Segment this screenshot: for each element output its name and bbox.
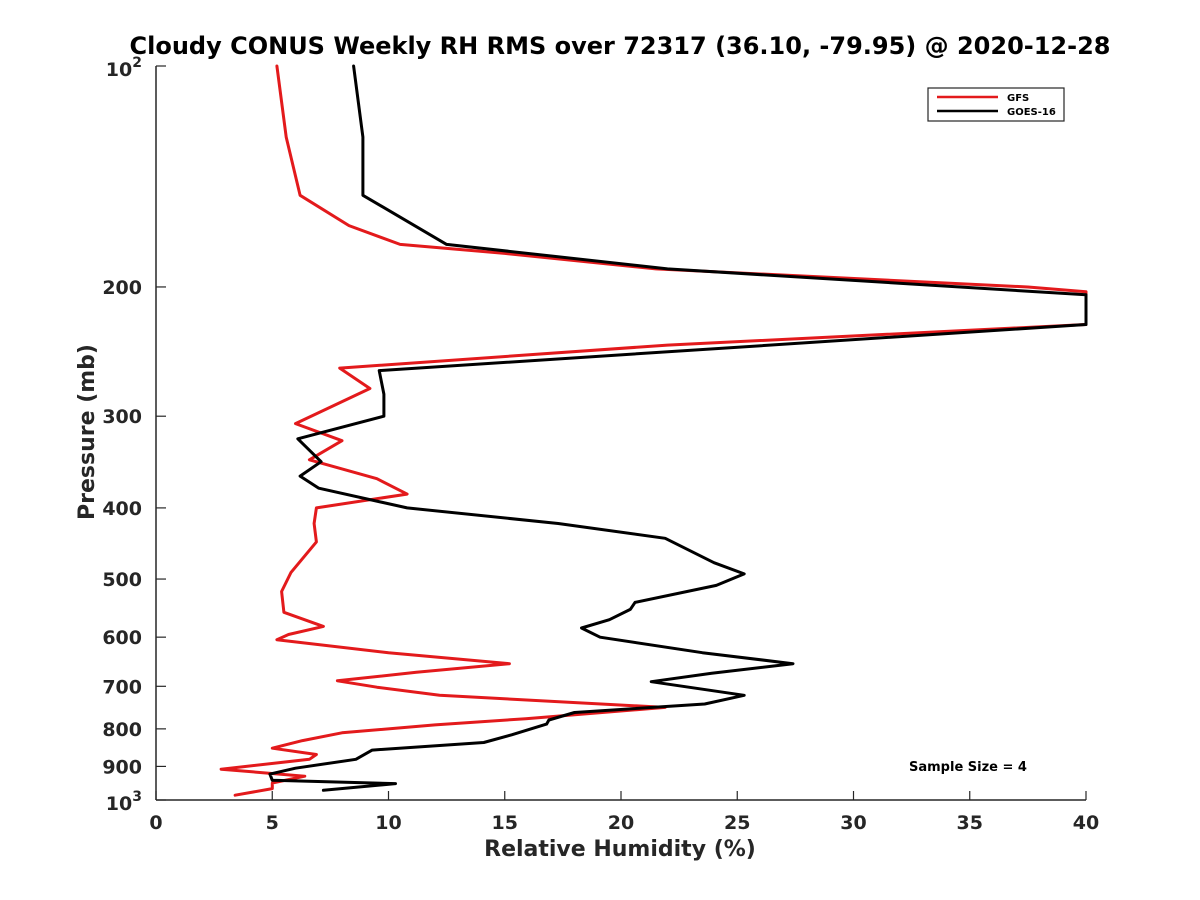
y-tick-label: 300 xyxy=(102,406,142,428)
x-tick-label: 30 xyxy=(840,812,866,834)
y-tick-label: 900 xyxy=(102,756,142,778)
x-tick-label: 15 xyxy=(492,812,518,834)
legend: GFS GOES-16 xyxy=(927,87,1065,122)
y-tick-label: 600 xyxy=(102,627,142,649)
series-line-goes-16 xyxy=(268,64,1088,792)
series-line-gfs xyxy=(219,64,1088,797)
x-tick-label: 5 xyxy=(266,812,279,834)
legend-box xyxy=(927,87,1065,122)
x-tick-label: 0 xyxy=(149,812,162,834)
sample-size-annotation: Sample Size = 4 xyxy=(909,760,1027,775)
y-tick-label: 700 xyxy=(102,676,142,698)
x-tick-label: 35 xyxy=(957,812,983,834)
y-tick-label: 102 xyxy=(106,55,142,81)
legend-entry-label: GOES-16 xyxy=(1007,107,1056,118)
legend-entry-label: GFS xyxy=(1007,93,1029,104)
x-tick-label: 20 xyxy=(608,812,634,834)
y-tick-label: 800 xyxy=(102,719,142,741)
x-tick-label: 40 xyxy=(1073,812,1099,834)
x-tick-label: 10 xyxy=(375,812,401,834)
x-tick-label: 25 xyxy=(724,812,750,834)
y-tick-label: 103 xyxy=(106,789,142,815)
y-tick-label: 500 xyxy=(102,569,142,591)
y-tick-label: 200 xyxy=(102,277,142,299)
plot-area: 0 5 10 15 20 25 30 35 40 102 200 300 400 500 600 700 800… xyxy=(102,55,1099,834)
y-tick-label: 400 xyxy=(102,498,142,520)
x-axis-label: Relative Humidity (%) xyxy=(484,837,756,862)
chart-title: Cloudy CONUS Weekly RH RMS over 72317 (3… xyxy=(130,32,1111,60)
y-axis-label: Pressure (mb) xyxy=(75,344,100,520)
